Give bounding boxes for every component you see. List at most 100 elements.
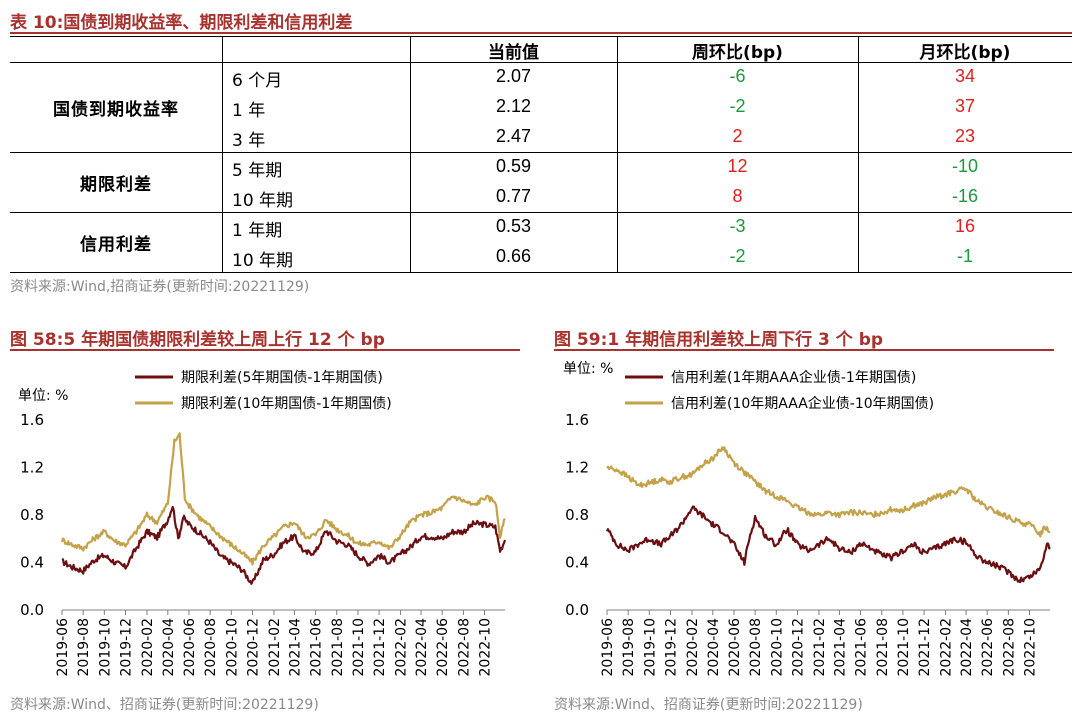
series-line-gold: [60, 432, 506, 566]
x-tick-label: 2022-06: [435, 618, 451, 677]
table-value-cell: 0.77: [495, 186, 532, 206]
chart58-source: 资料来源:Wind、招商证券(更新时间:20221129): [10, 697, 319, 713]
x-tick-label: 2019-06: [55, 618, 71, 677]
chart59-caption-rule: [554, 349, 1054, 351]
x-tick-label: 2020-02: [140, 618, 156, 677]
x-tick-label: 2021-08: [330, 618, 346, 677]
x-tick-label: 2021-08: [875, 618, 891, 677]
y-tick-label: 1.6: [565, 411, 589, 429]
x-tick-label: 2019-06: [600, 618, 616, 677]
table-value-cell: 2.07: [495, 66, 532, 86]
legend-label: 信用利差(1年期AAA企业债-1年期国债): [671, 369, 916, 386]
table-header-cell: 周环比(bp): [692, 43, 783, 63]
table-mom-cell: -10: [951, 156, 978, 176]
x-tick-label: 2022-08: [456, 618, 472, 677]
x-tick-label: 2019-10: [97, 618, 113, 677]
y-tick-label: 0.0: [20, 601, 44, 619]
table-term-cell: 10 年期: [232, 251, 294, 271]
table-term-cell: 1 年: [232, 101, 266, 121]
x-tick-label: 2020-04: [706, 618, 722, 677]
y-tick-label: 1.6: [20, 411, 44, 429]
x-tick-label: 2019-12: [663, 618, 679, 677]
table-wow-cell: 2: [732, 126, 743, 146]
table-term-cell: 5 年期: [232, 161, 283, 181]
table-group-border: [10, 152, 1072, 153]
y-tick-label: 1.2: [565, 459, 589, 477]
table-mom-cell: 34: [954, 66, 976, 86]
x-tick-label: 2020-06: [727, 618, 743, 677]
table-group-label: 国债到期收益率: [53, 100, 179, 120]
x-tick-label: 2021-12: [372, 618, 388, 677]
table-header-border: [10, 62, 1072, 63]
x-tick-label: 2019-08: [76, 618, 92, 677]
table-column-border: [222, 36, 223, 272]
table-term-cell: 3 年: [232, 131, 266, 151]
term-spread-chart: 单位: % 0.0 0.4 0.8 1.2 1.6 2019-06 2019-08 2019-1…: [18, 370, 507, 677]
x-tick-label: 2022-02: [939, 618, 955, 677]
table-header-cell: 月环比(bp): [919, 43, 1011, 63]
table-value-cell: 0.59: [495, 156, 532, 176]
yield-spread-table: 当前值 周环比(bp) 月环比(bp) 国债到期收益率 6 个月 2.07 -6 34 1 年 2…: [10, 36, 1072, 273]
table-column-border: [410, 36, 411, 272]
legend-label: 期限利差(10年期国债-1年期国债): [181, 396, 392, 412]
y-tick-label: 1.2: [20, 459, 44, 477]
credit-spread-chart: 单位: % 0.0 0.4 0.8 1.2 1.6 2019-06 2019-08 2019-1…: [563, 361, 1051, 677]
series-line-dark: [61, 505, 507, 585]
table-source: 资料来源:Wind,招商证券(更新时间:20221129): [10, 279, 310, 295]
unit-label: 单位: %: [18, 388, 68, 404]
x-tick-label: 2022-10: [1023, 618, 1039, 677]
x-tick-label: 2020-02: [685, 618, 701, 677]
table-term-cell: 6 个月: [232, 71, 283, 91]
series-line-gold: [606, 446, 1051, 538]
x-tick-label: 2021-06: [854, 618, 870, 677]
chart58-caption: 图 58:5 年期国债期限利差较上周上行 12 个 bp: [10, 330, 385, 350]
x-tick-label: 2020-04: [161, 618, 177, 677]
table-value-cell: 0.53: [495, 216, 532, 236]
table-wow-cell: 12: [727, 156, 748, 176]
y-tick-label: 0.4: [20, 554, 44, 572]
table-term-cell: 1 年期: [232, 221, 283, 241]
table-header-cell: 当前值: [488, 43, 539, 63]
x-tick-label: 2020-08: [203, 618, 219, 677]
x-tick-label: 2021-10: [351, 618, 367, 677]
table-wow-cell: -6: [729, 66, 746, 86]
x-tick-label: 2021-02: [812, 618, 828, 677]
x-tick-label: 2021-04: [832, 618, 848, 677]
y-tick-label: 0.8: [565, 506, 589, 524]
x-tick-label: 2020-08: [748, 618, 764, 677]
legend-label: 期限利差(5年期国债-1年期国债): [181, 370, 383, 386]
table-mom-cell: 16: [954, 216, 976, 236]
table-mom-cell: -1: [956, 246, 973, 266]
x-tick-label: 2021-04: [287, 618, 303, 677]
x-tick-label: 2021-02: [267, 618, 283, 677]
table-wow-cell: 8: [732, 186, 743, 206]
x-tick-label: 2022-10: [478, 618, 494, 677]
table-column-border: [617, 36, 618, 272]
table-group-label: 信用利差: [80, 235, 152, 255]
table-wow-cell: -3: [729, 216, 746, 236]
x-tick-label: 2020-10: [224, 618, 240, 677]
x-tick-label: 2021-06: [309, 618, 325, 677]
table-caption-rule: [10, 32, 1072, 34]
x-tick-label: 2021-12: [917, 618, 933, 677]
series-line-dark: [606, 505, 1051, 584]
table-value-cell: 2.47: [495, 126, 532, 146]
table-mom-cell: -16: [951, 186, 978, 206]
y-tick-label: 0.4: [565, 554, 589, 572]
table-group-border: [10, 272, 1072, 273]
table-wow-cell: -2: [729, 246, 746, 266]
table-term-cell: 10 年期: [232, 191, 294, 211]
x-tick-label: 2020-10: [769, 618, 785, 677]
chart59-caption: 图 59:1 年期信用利差较上周下行 3 个 bp: [554, 330, 884, 350]
x-tick-label: 2022-04: [414, 618, 430, 677]
x-tick-label: 2020-12: [790, 618, 806, 677]
x-tick-label: 2022-06: [980, 618, 996, 677]
table-top-border: [10, 36, 1072, 37]
unit-label: 单位: %: [563, 361, 613, 377]
table-value-cell: 0.66: [495, 246, 532, 266]
x-tick-label: 2022-02: [394, 618, 410, 677]
y-tick-label: 0.8: [20, 506, 44, 524]
y-tick-label: 0.0: [565, 601, 589, 619]
x-tick-label: 2022-08: [1001, 618, 1017, 677]
table-group-border: [10, 212, 1072, 213]
